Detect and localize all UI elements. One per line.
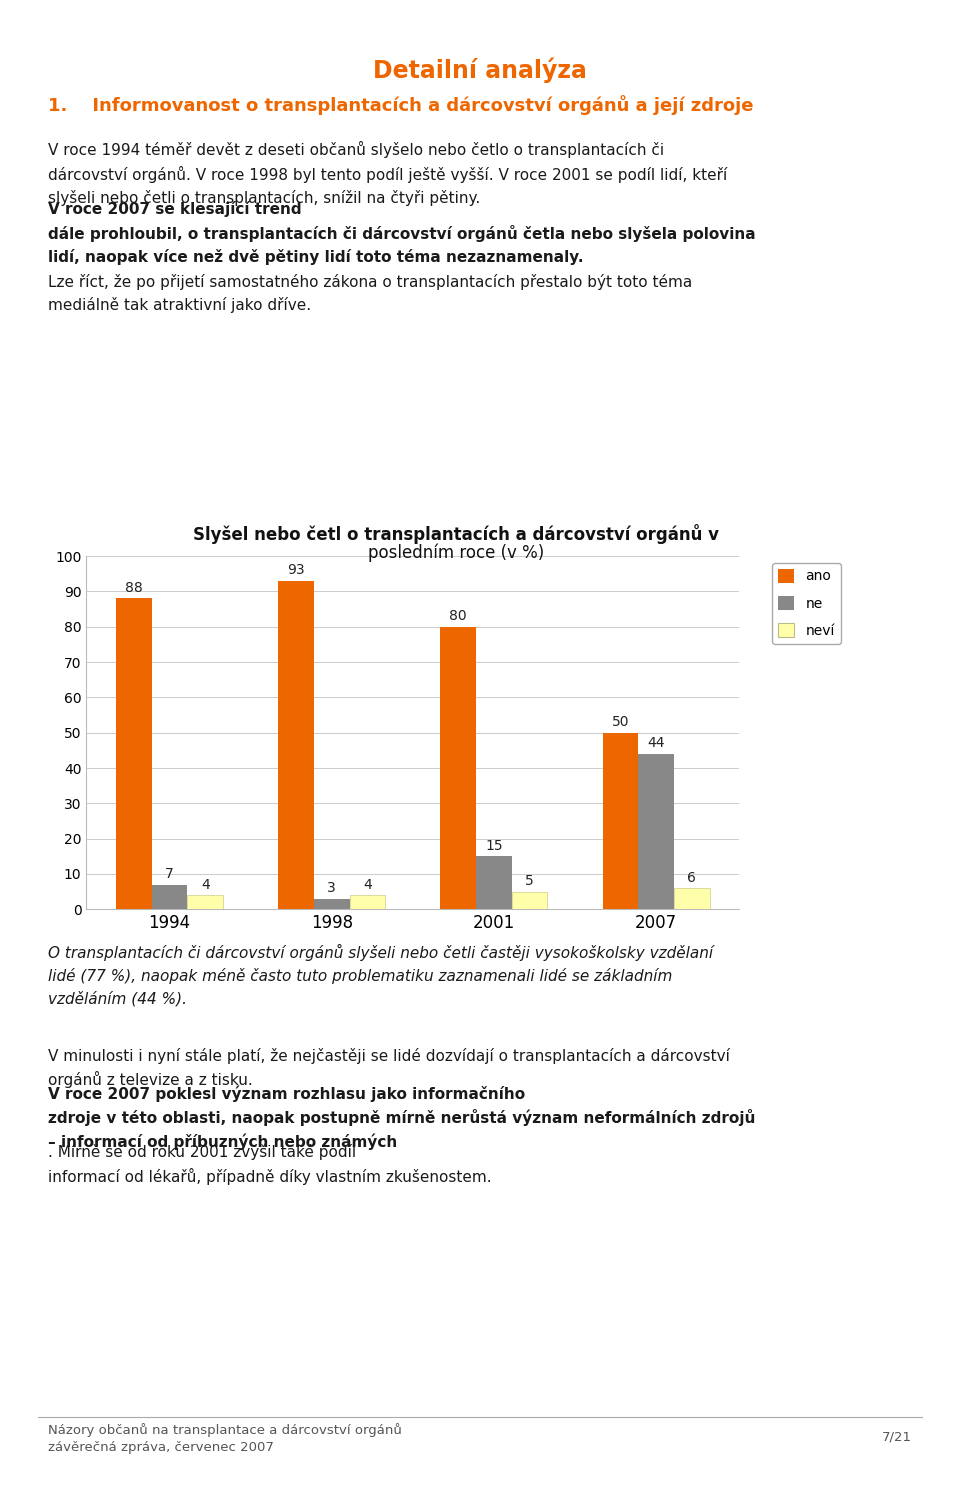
Text: posledním roce (v %): posledním roce (v %)	[368, 544, 544, 562]
Bar	[512, 891, 547, 909]
Text: O transplantacích či dárcovství orgánů slyšeli nebo četli častěji vysokoškolsky : O transplantacích či dárcovství orgánů s…	[48, 944, 713, 1007]
Text: Slyšel nebo četl o transplantacích a dárcovství orgánů v: Slyšel nebo četl o transplantacích a dár…	[193, 525, 719, 544]
Text: 50: 50	[612, 715, 629, 729]
Bar	[349, 896, 385, 909]
Bar	[441, 627, 476, 909]
Text: 4: 4	[363, 878, 372, 891]
Text: Lze říct, že po přijetí samostatného zákona o transplantacích přestalo být toto : Lze říct, že po přijetí samostatného zák…	[48, 274, 692, 313]
Text: 88: 88	[125, 582, 143, 595]
Text: 1.    Informovanost o transplantacích a dárcovství orgánů a její zdroje: 1. Informovanost o transplantacích a dár…	[48, 95, 754, 114]
Text: V roce 1994 téměř devět z deseti občanů slyšelo nebo četlo o transplantacích či
: V roce 1994 téměř devět z deseti občanů …	[48, 141, 728, 206]
Bar	[152, 885, 187, 909]
Bar	[603, 732, 638, 909]
Text: 7: 7	[165, 867, 174, 881]
Bar	[116, 598, 152, 909]
Text: Detailní analýza: Detailní analýza	[373, 57, 587, 83]
Bar	[674, 888, 709, 909]
Text: V minulosti i nyní stále platí, že nejčastěji se lidé dozvídají o transplantacíc: V minulosti i nyní stále platí, že nejča…	[48, 1048, 730, 1088]
Bar	[476, 857, 512, 909]
Text: 4: 4	[201, 878, 209, 891]
Text: 15: 15	[485, 839, 503, 852]
Legend: ano, ne, neví: ano, ne, neví	[772, 564, 841, 643]
Text: 80: 80	[449, 609, 467, 624]
Text: 93: 93	[287, 564, 305, 577]
Text: 3: 3	[327, 881, 336, 896]
Text: V roce 2007 poklesl význam rozhlasu jako informačního
zdroje v této oblasti, nao: V roce 2007 poklesl význam rozhlasu jako…	[48, 1085, 756, 1150]
Text: 7/21: 7/21	[882, 1431, 912, 1444]
Text: 6: 6	[687, 870, 696, 885]
Text: . Mírně se od roku 2001 zvýšil také podíl
informací od lékařů, případně díky vla: . Mírně se od roku 2001 zvýšil také podí…	[48, 1144, 492, 1184]
Text: Názory občanů na transplantace a dárcovství orgánů
závěrečná zpráva, červenec 20: Názory občanů na transplantace a dárcovs…	[48, 1423, 402, 1455]
Bar	[638, 755, 674, 909]
Text: 44: 44	[647, 736, 664, 750]
Bar	[314, 899, 349, 909]
Bar	[278, 580, 314, 909]
Bar	[187, 896, 223, 909]
Text: 5: 5	[525, 875, 534, 888]
Text: V roce 2007 se klesající trend
dále prohloubil, o transplantacích či dárcovství : V roce 2007 se klesající trend dále proh…	[48, 201, 756, 265]
